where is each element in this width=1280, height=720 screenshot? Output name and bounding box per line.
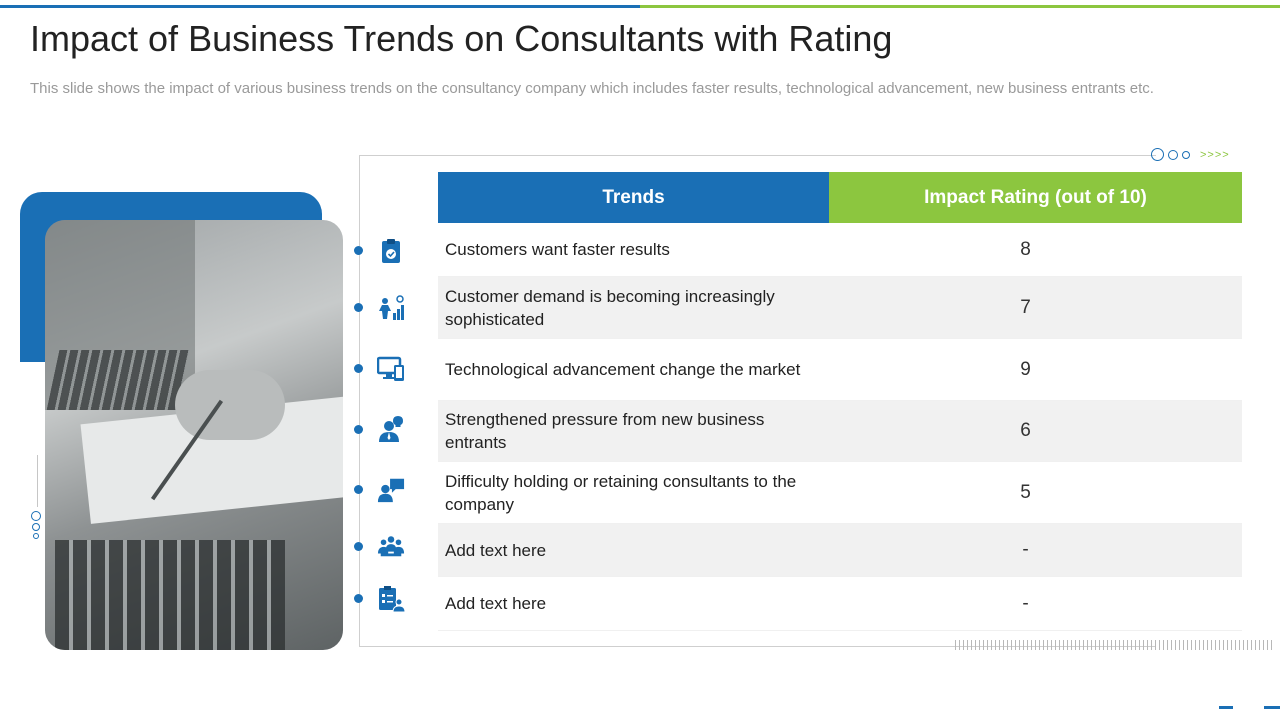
decor-arrows: >>>> [1200,148,1230,161]
bullet-dot [354,303,363,312]
trend-text: Customer demand is becoming increasingly… [445,286,775,329]
trend-text: Strengthened pressure from new business … [445,410,765,452]
row-icon-item [354,399,434,459]
trend-text: Add text here [445,594,547,613]
table-row: Customers want faster results 8 [438,223,1242,277]
table-row: Technological advancement change the mar… [438,339,1242,401]
decor-bottom-mark [1264,706,1280,709]
header-impact-rating: Impact Rating (out of 10) [829,172,1242,223]
person-idea-icon [377,415,405,443]
bullet-dot [354,424,363,434]
table-row: Add text here - [438,577,1242,631]
table-row: Customer demand is becoming increasingly… [438,277,1242,339]
rating-value: 5 [1020,481,1031,503]
person-chat-icon [377,476,405,504]
bullet-dot [354,364,363,373]
trend-text: Add text here [445,540,547,560]
bullet-dot [354,541,363,551]
table-row: Strengthened pressure from new business … [438,401,1242,462]
decor-circles-top: >>>> [1151,148,1230,161]
row-icon-item [354,520,434,572]
trends-table: Trends Impact Rating (out of 10) Custome… [438,172,1242,631]
table-frame [359,155,1156,647]
decor-circles-left [31,509,41,541]
row-icon-item [354,224,434,277]
team-meeting-icon [377,532,405,560]
rating-value: - [1022,539,1029,560]
decor-line [37,455,38,507]
row-icon-item [354,572,434,625]
row-icon-item [354,277,434,338]
top-accent-bar-green [640,5,1280,8]
growth-chart-person-icon [377,294,405,322]
row-icons [354,224,434,625]
row-icon-item [354,338,434,399]
top-accent-bar-blue [0,5,640,8]
rating-value: 9 [1020,358,1031,380]
rating-value: 8 [1020,238,1031,260]
table-row: Add text here - [438,524,1242,577]
checklist-person-icon [377,585,405,613]
clipboard-check-icon [377,237,405,265]
rating-value: - [1022,592,1029,614]
decor-ticks [955,640,1275,650]
rating-value: 7 [1020,296,1031,318]
trend-text: Difficulty holding or retaining consulta… [445,471,797,514]
header-trends: Trends [438,172,829,223]
bullet-dot [354,594,363,603]
table-header: Trends Impact Rating (out of 10) [438,172,1242,223]
table-row: Difficulty holding or retaining consulta… [438,462,1242,524]
page-title: Impact of Business Trends on Consultants… [30,18,893,59]
page-subtitle: This slide shows the impact of various b… [30,80,1154,97]
workspace-photo [45,220,343,650]
rating-value: 6 [1020,420,1031,441]
row-icon-item [354,459,434,520]
decor-bottom-mark [1219,706,1233,709]
bullet-dot [354,246,363,255]
devices-icon [377,355,405,383]
trend-text: Technological advancement change the mar… [445,360,801,379]
bullet-dot [354,485,363,494]
trend-text: Customers want faster results [445,240,670,259]
